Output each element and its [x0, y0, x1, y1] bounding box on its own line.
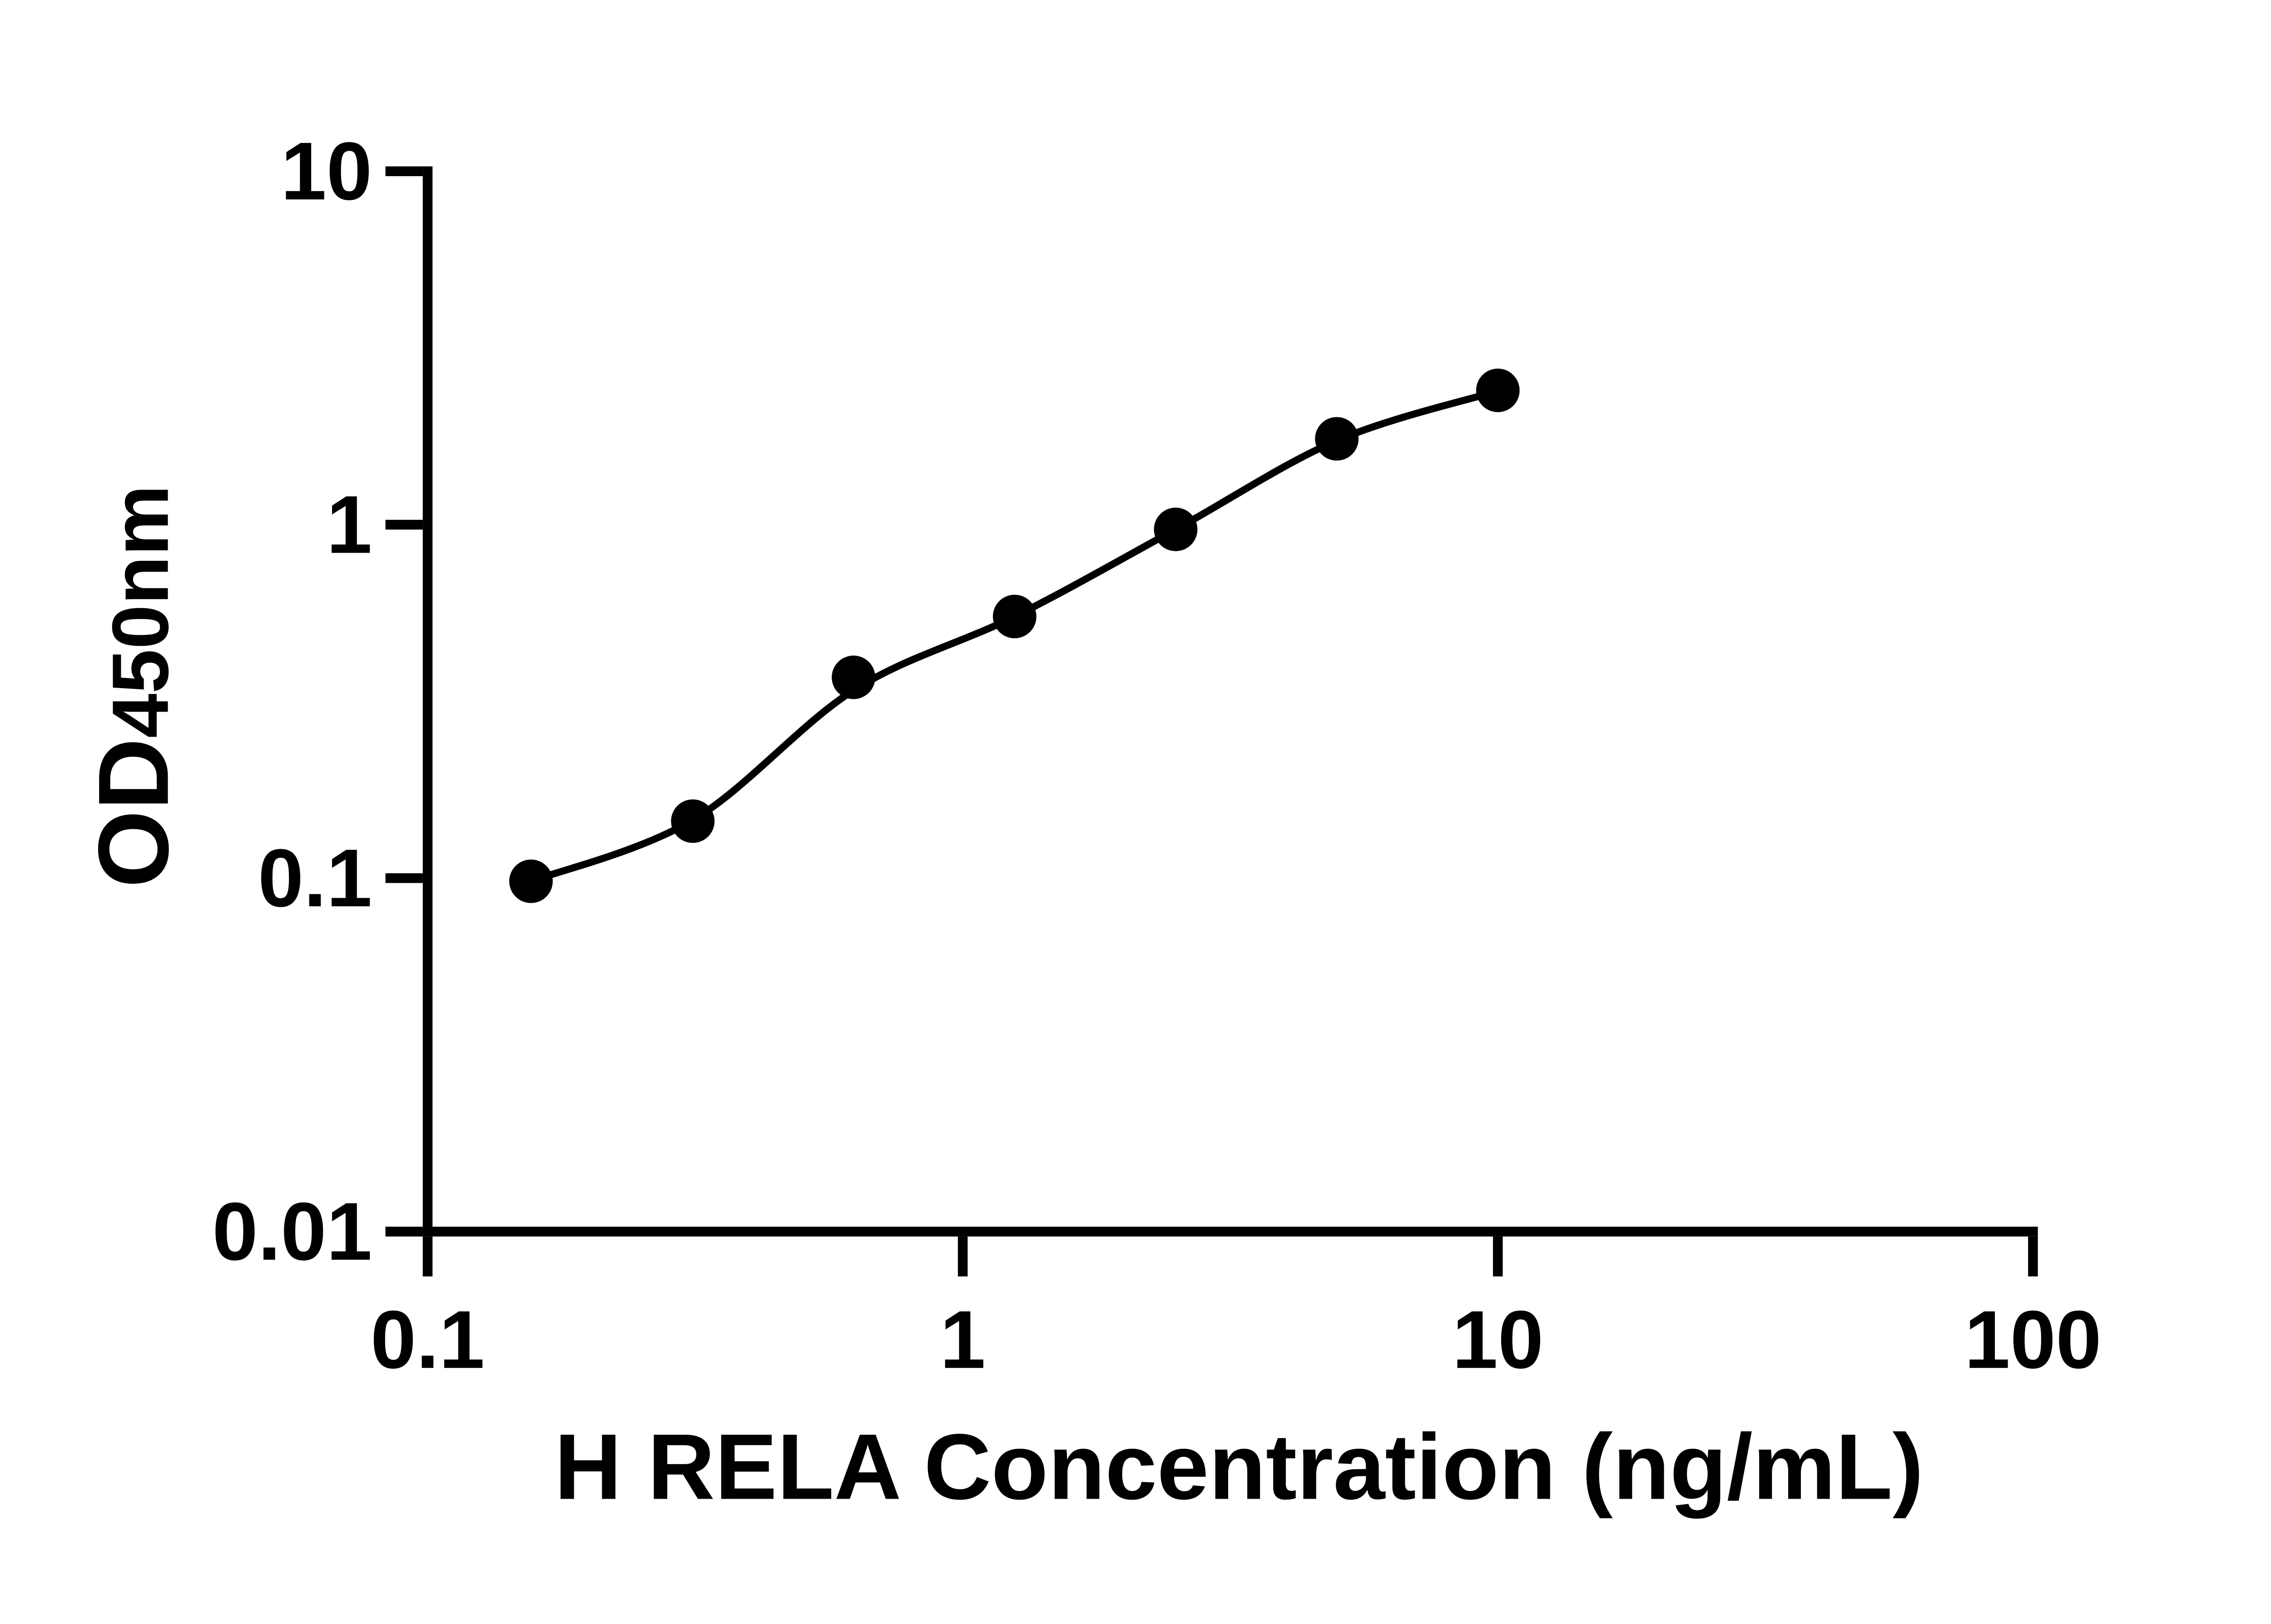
y-axis-title-sub: 450nm	[96, 485, 185, 738]
x-tick-label-0-1: 0.1	[371, 1294, 485, 1386]
y-tick-label-0-1: 0.1	[258, 832, 372, 924]
axis-tick-marks	[385, 166, 2038, 1277]
x-tick-label-100: 100	[1964, 1294, 2102, 1386]
axis-lines	[422, 166, 2038, 1237]
data-point	[992, 594, 1036, 639]
data-point	[1315, 417, 1359, 461]
data-point	[832, 655, 876, 699]
y-tick-label-1: 1	[327, 479, 372, 570]
x-tick-label-1: 1	[940, 1294, 986, 1386]
data-point	[1154, 507, 1198, 551]
y-tick-label-10: 10	[281, 125, 372, 217]
y-axis-title: OD450nm	[78, 485, 189, 888]
y-axis-title-main: OD	[78, 738, 189, 888]
chart-background	[0, 18, 2271, 1606]
x-tick-label-10: 10	[1452, 1294, 1543, 1386]
data-point	[509, 859, 553, 903]
x-axis-title: H RELA Concentration (ng/mL)	[555, 1415, 1924, 1519]
data-point	[671, 799, 715, 843]
series-layer	[509, 368, 1520, 903]
y-tick-label-0-01: 0.01	[212, 1186, 372, 1277]
data-point	[1476, 368, 1520, 412]
